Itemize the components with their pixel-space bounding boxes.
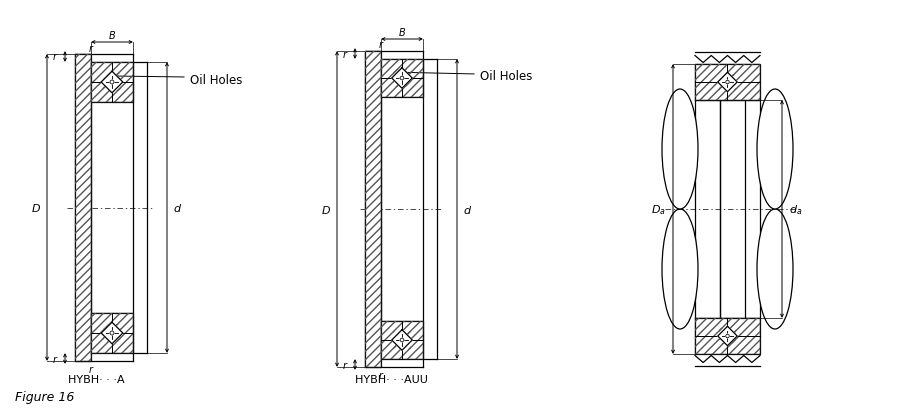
Text: Oil Holes: Oil Holes	[190, 73, 242, 86]
Text: HYBH· · ·AUU: HYBH· · ·AUU	[355, 374, 427, 384]
Bar	[75, 55, 91, 361]
Bar	[380, 321, 423, 359]
Bar	[91, 313, 133, 353]
Bar	[393, 70, 410, 88]
Circle shape	[725, 335, 729, 338]
Bar	[91, 313, 133, 353]
Bar	[694, 65, 759, 101]
Text: $r$: $r$	[52, 52, 59, 62]
Bar	[365, 52, 380, 367]
Text: $r$: $r$	[52, 354, 59, 364]
Polygon shape	[717, 326, 737, 346]
Text: $r$: $r$	[88, 364, 94, 375]
Bar	[719, 74, 735, 91]
Polygon shape	[391, 69, 412, 89]
Ellipse shape	[661, 90, 697, 209]
Bar	[103, 324, 121, 342]
Bar	[380, 321, 423, 359]
Text: $r$: $r$	[377, 39, 384, 50]
Polygon shape	[101, 72, 123, 94]
Ellipse shape	[756, 90, 792, 209]
Polygon shape	[717, 73, 737, 92]
Bar	[694, 318, 759, 354]
Circle shape	[725, 81, 729, 85]
Circle shape	[400, 338, 404, 342]
Text: HYBH· · ·A: HYBH· · ·A	[68, 374, 125, 384]
Text: Oil Holes: Oil Holes	[479, 70, 532, 83]
Bar	[91, 63, 133, 103]
Polygon shape	[391, 330, 412, 351]
Circle shape	[110, 331, 114, 335]
Polygon shape	[101, 322, 123, 344]
Bar	[694, 65, 759, 101]
Ellipse shape	[756, 209, 792, 329]
Text: $D$: $D$	[31, 202, 41, 214]
Bar	[719, 328, 735, 344]
Text: $r$: $r$	[342, 48, 349, 59]
Text: $r$: $r$	[342, 360, 349, 371]
Text: $d$: $d$	[462, 204, 471, 216]
Bar	[380, 60, 423, 98]
Text: $B$: $B$	[397, 26, 405, 38]
Text: Figure 16: Figure 16	[15, 391, 74, 404]
Bar	[393, 331, 410, 349]
Circle shape	[400, 77, 404, 81]
Circle shape	[110, 81, 114, 85]
Text: $r$: $r$	[377, 370, 384, 380]
Text: $B$: $B$	[107, 29, 116, 41]
Ellipse shape	[661, 209, 697, 329]
Bar	[380, 60, 423, 98]
Text: $d_a$: $d_a$	[788, 202, 801, 216]
Bar	[694, 318, 759, 354]
Bar	[103, 74, 121, 92]
Bar	[91, 63, 133, 103]
Text: $d$: $d$	[172, 202, 182, 214]
Bar	[365, 52, 380, 367]
Text: $r$: $r$	[88, 43, 94, 53]
Text: $D_a$: $D_a$	[650, 202, 666, 216]
Text: $D$: $D$	[321, 204, 330, 216]
Bar	[75, 55, 91, 361]
